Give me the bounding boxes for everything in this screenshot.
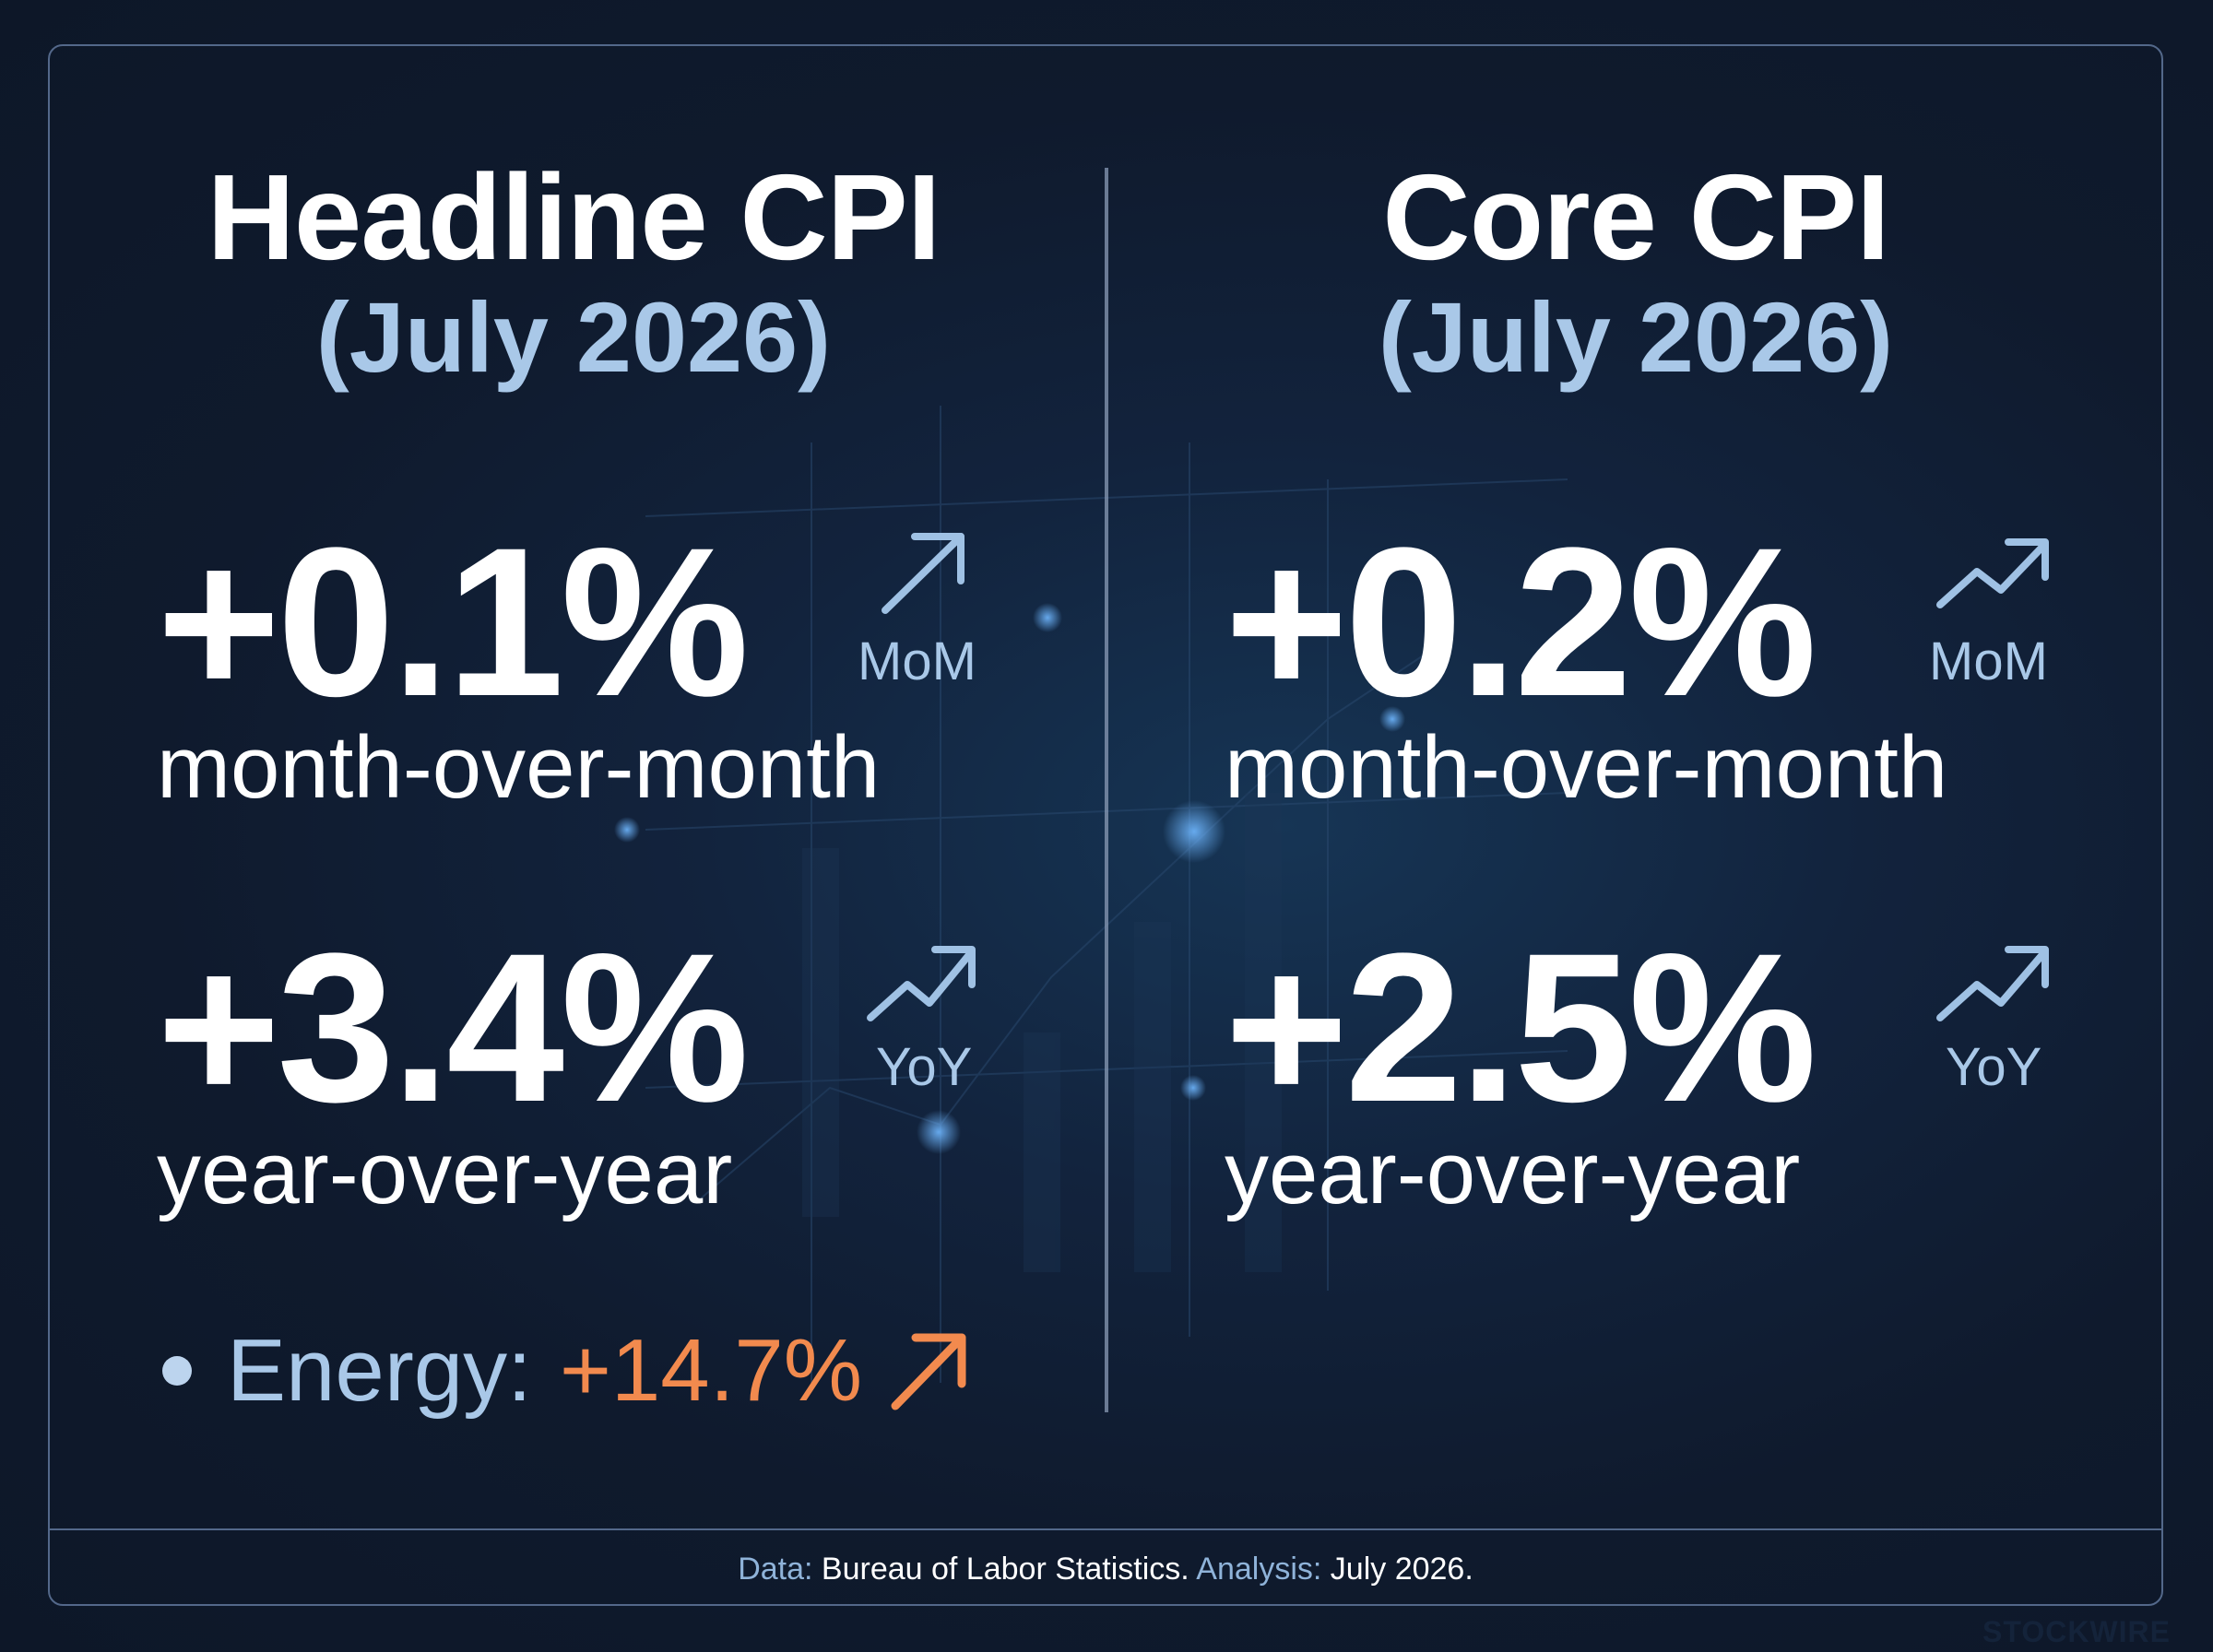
- headline-yoy-tag: YoY: [876, 1037, 973, 1097]
- core-mom-label: month-over-month: [1225, 718, 1948, 817]
- footer-analysis-value: July 2026.: [1330, 1552, 1473, 1587]
- footer-divider: [50, 1528, 2161, 1530]
- core-title: Core CPI: [1382, 149, 1889, 285]
- source-footer: Data: Bureau of Labor Statistics. Analys…: [50, 1549, 2161, 1589]
- bullet-icon: [162, 1356, 192, 1386]
- headline-title: Headline CPI: [207, 149, 941, 285]
- core-yoy-label: year-over-year: [1225, 1124, 1801, 1222]
- card-frame: [48, 44, 2163, 1606]
- trend-up-icon: [1936, 946, 2049, 1021]
- headline-yoy-value: +3.4%: [157, 909, 750, 1146]
- core-yoy-tag: YoY: [1946, 1037, 2042, 1097]
- arrow-up-right-icon: [891, 1333, 966, 1410]
- core-mom-value: +0.2%: [1225, 503, 1817, 740]
- arrow-up-right-icon: [882, 533, 964, 614]
- column-divider: [1105, 168, 1108, 1412]
- energy-label: Energy:: [227, 1321, 532, 1420]
- watermark: STOCKWIRE: [1982, 1615, 2171, 1648]
- footer-analysis-key: Analysis:: [1196, 1552, 1322, 1587]
- energy-value: +14.7%: [559, 1321, 863, 1420]
- trend-up-icon: [1936, 538, 2049, 608]
- headline-period: (July 2026): [315, 281, 832, 393]
- headline-mom-label: month-over-month: [157, 718, 881, 817]
- core-yoy-value: +2.5%: [1225, 909, 1817, 1146]
- footer-data-value: Bureau of Labor Statistics.: [821, 1552, 1189, 1587]
- core-period: (July 2026): [1378, 281, 1894, 393]
- core-mom-tag: MoM: [1929, 631, 2048, 691]
- headline-yoy-label: year-over-year: [157, 1124, 733, 1222]
- footer-data-key: Data:: [738, 1552, 813, 1587]
- trend-up-icon: [867, 946, 976, 1021]
- energy-callout: Energy: +14.7%: [162, 1320, 973, 1422]
- headline-mom-tag: MoM: [858, 631, 976, 691]
- headline-mom-value: +0.1%: [157, 503, 750, 740]
